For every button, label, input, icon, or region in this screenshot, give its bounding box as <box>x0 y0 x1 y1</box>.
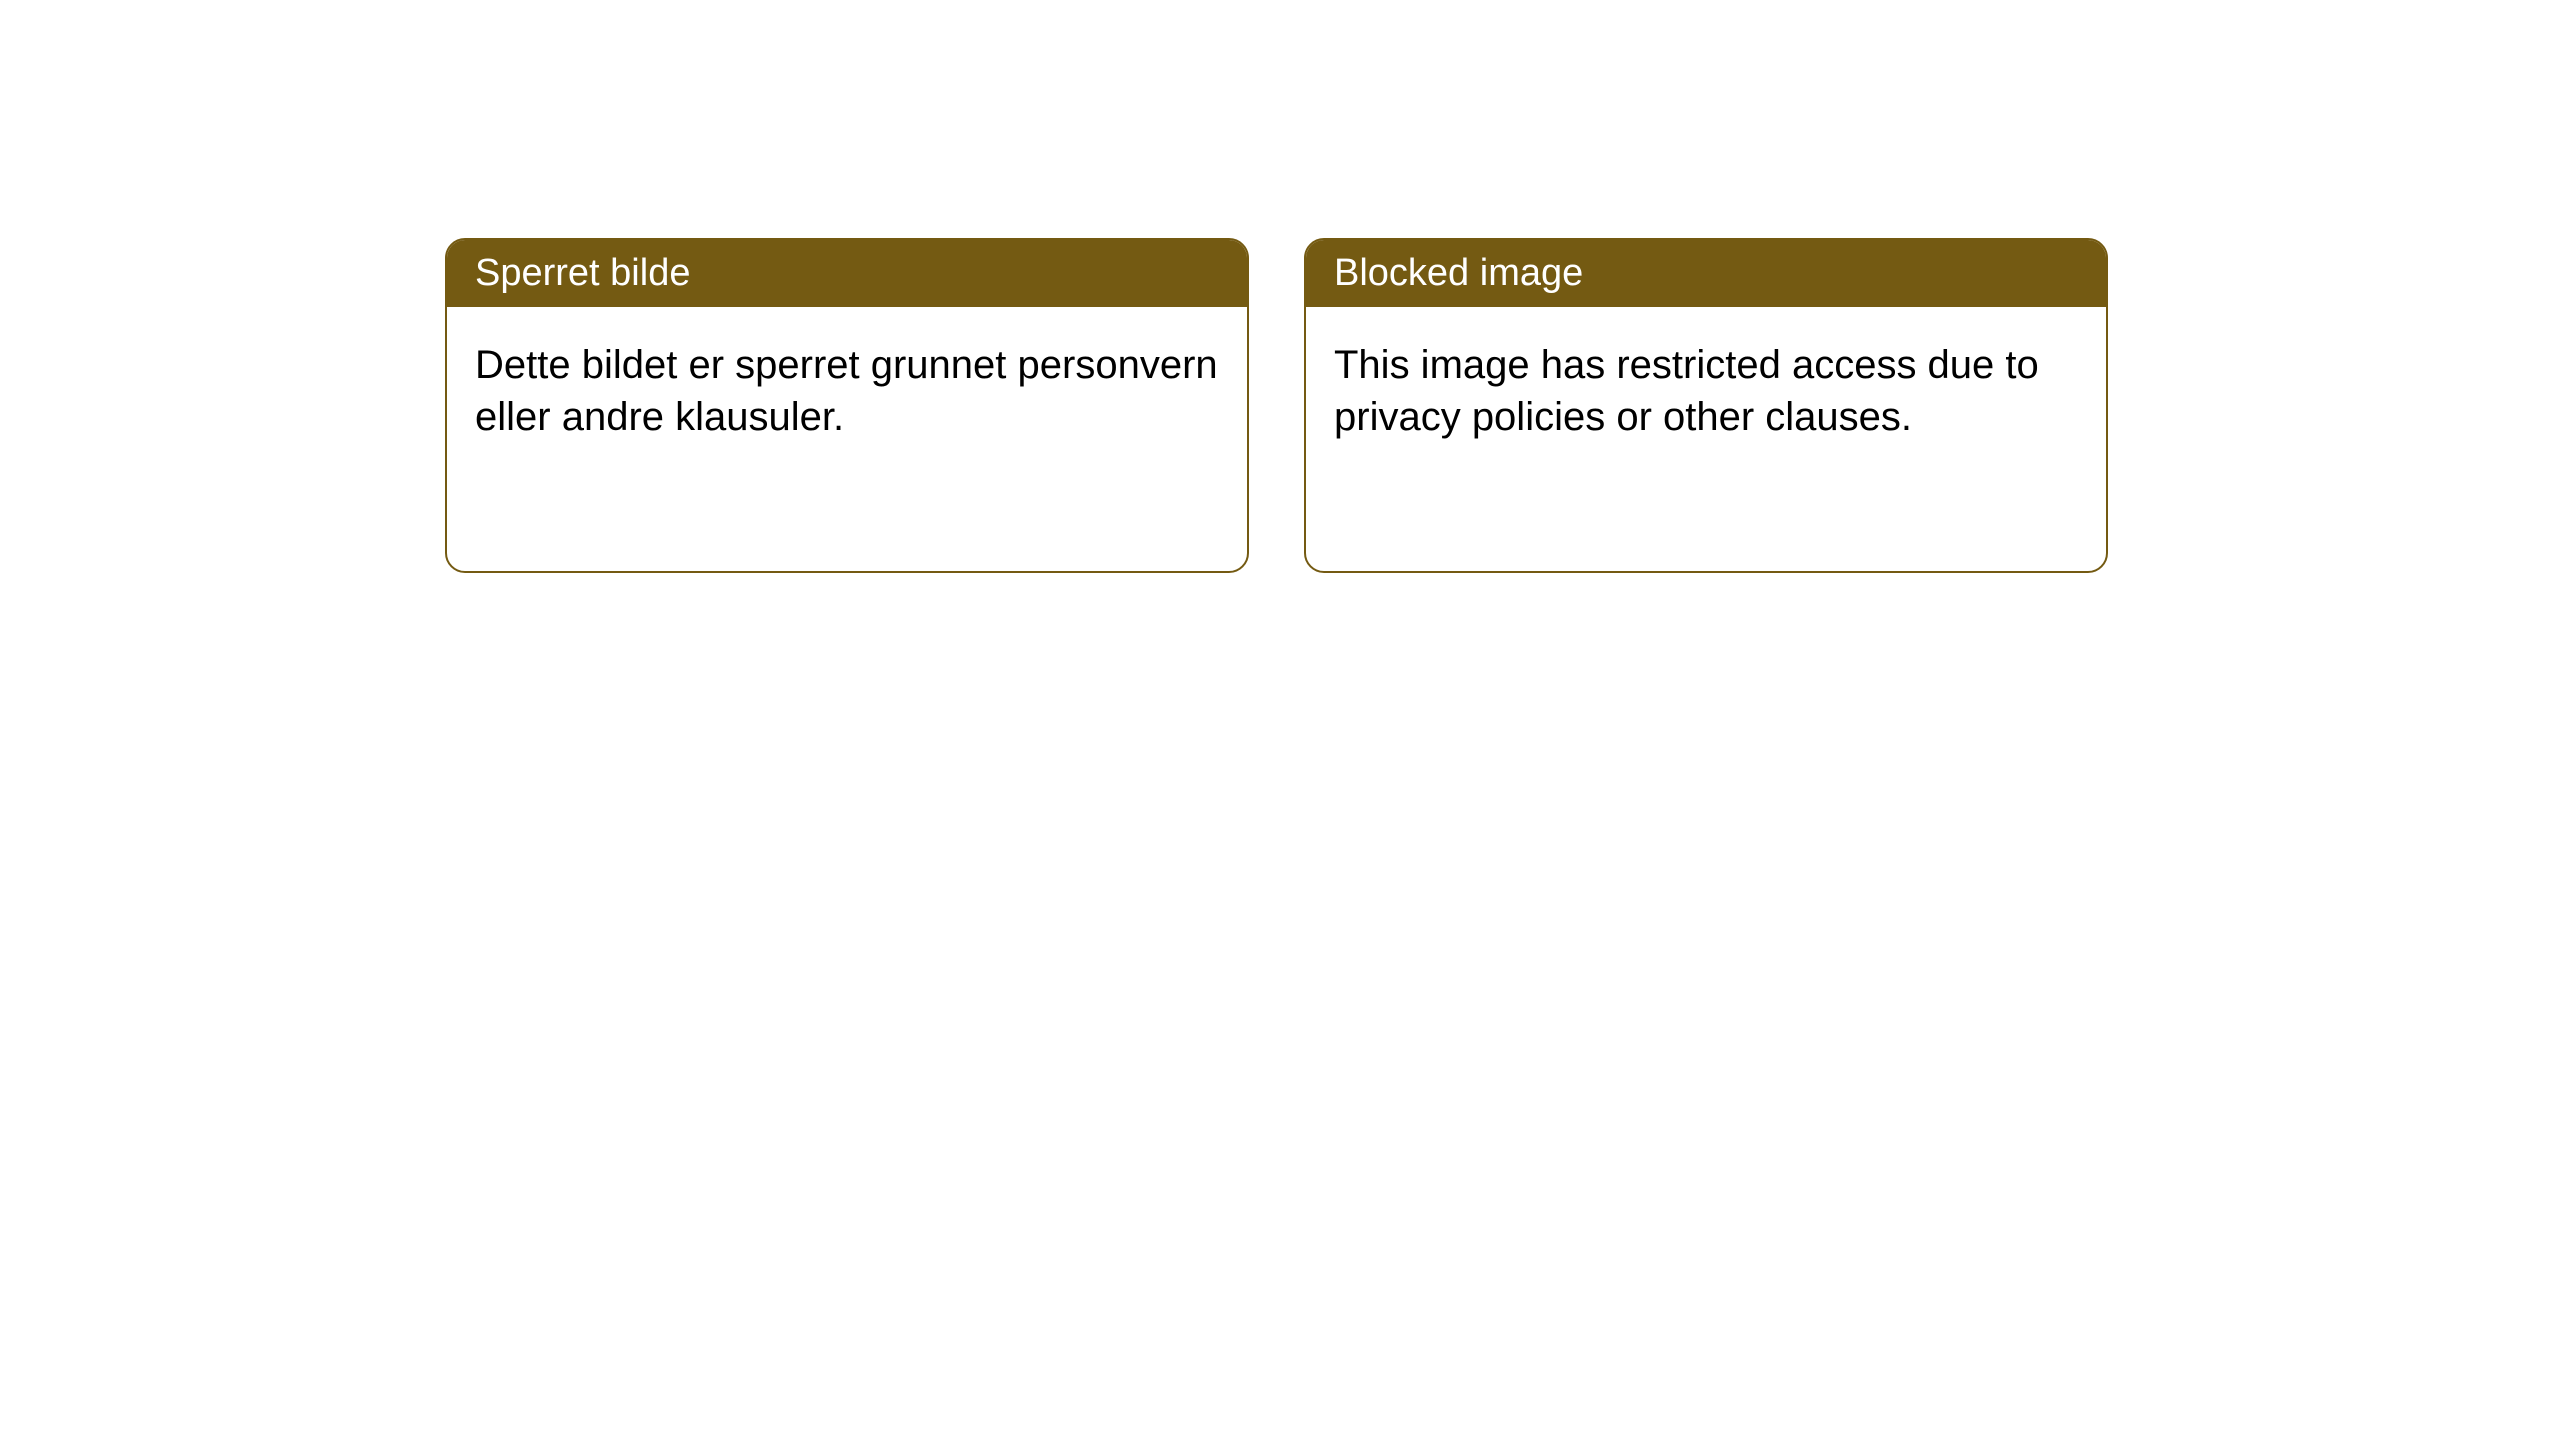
notice-card-norwegian: Sperret bilde Dette bildet er sperret gr… <box>445 238 1249 573</box>
notice-card-body: This image has restricted access due to … <box>1306 307 2106 475</box>
notice-card-english: Blocked image This image has restricted … <box>1304 238 2108 573</box>
notice-card-body: Dette bildet er sperret grunnet personve… <box>447 307 1247 475</box>
notice-card-title: Blocked image <box>1306 240 2106 307</box>
notice-container: Sperret bilde Dette bildet er sperret gr… <box>445 238 2108 573</box>
notice-card-title: Sperret bilde <box>447 240 1247 307</box>
